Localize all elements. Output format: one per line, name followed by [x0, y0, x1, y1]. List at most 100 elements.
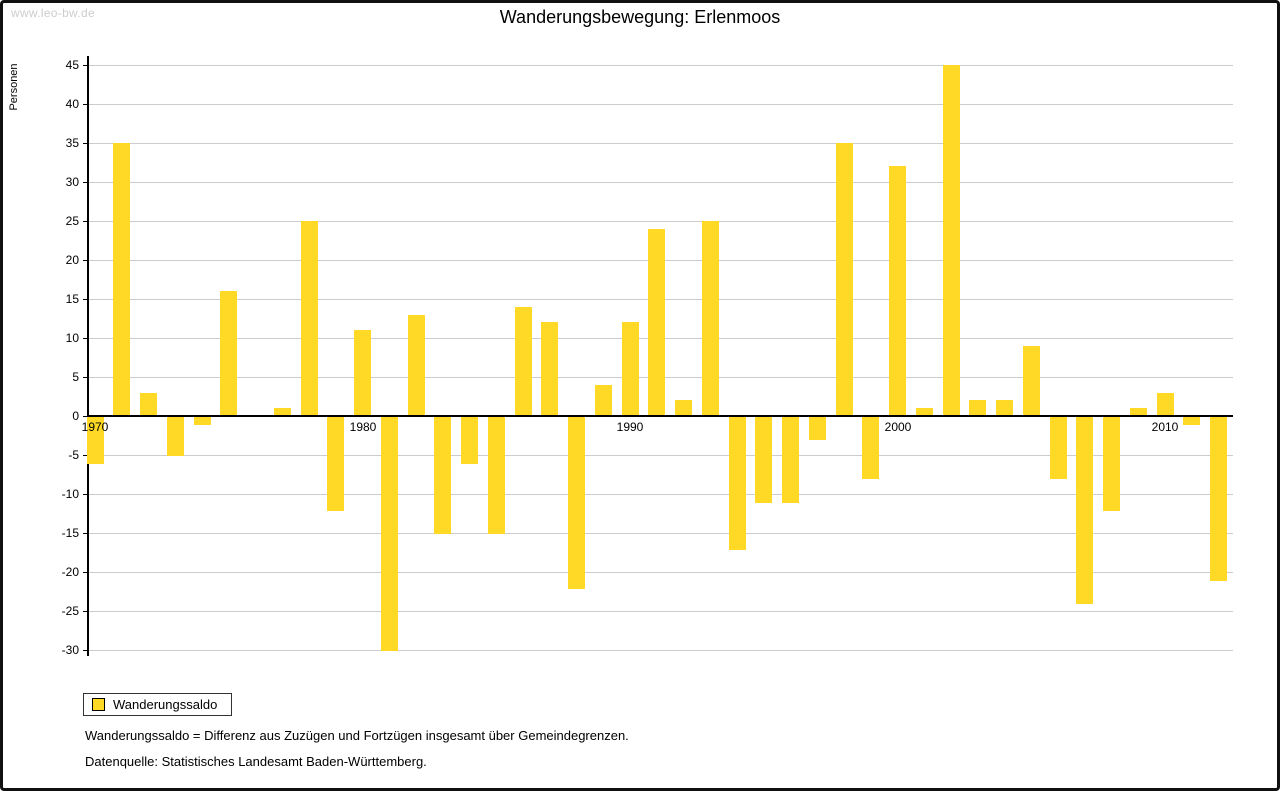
y-tickmark: [83, 338, 88, 339]
y-tickmark: [83, 416, 88, 417]
chart-title: Wanderungsbewegung: Erlenmoos: [499, 7, 781, 27]
bar-1997: [809, 417, 826, 440]
y-tick-label: -25: [61, 604, 79, 618]
bar-1993: [702, 221, 719, 416]
bar-1978: [301, 221, 318, 416]
bar-1986: [515, 307, 532, 416]
y-tick-label: 0: [72, 409, 79, 423]
gridline: [88, 182, 1233, 183]
x-tick-label-1970: 1970: [81, 420, 109, 434]
gridline: [88, 104, 1233, 105]
zero-axis-line: [88, 415, 1233, 417]
y-tickmark: [83, 572, 88, 573]
gridline: [88, 650, 1233, 651]
y-tick-label: 5: [72, 370, 79, 384]
y-tickmark: [83, 260, 88, 261]
y-tick-label: 40: [65, 97, 79, 111]
bar-2003: [969, 400, 986, 416]
gridline: [88, 533, 1233, 534]
bar-1998: [836, 143, 853, 416]
legend-swatch: [92, 698, 105, 711]
gridline: [88, 143, 1233, 144]
y-tick-label: 35: [65, 136, 79, 150]
bar-2012: [1210, 417, 1227, 581]
bar-2004: [996, 400, 1013, 416]
bar-1975: [220, 291, 237, 416]
legend: Wanderungssaldo: [83, 693, 233, 716]
bar-1985: [488, 417, 505, 534]
bar-1995: [755, 417, 772, 503]
bar-1971: [113, 143, 130, 416]
bar-1977: [274, 408, 291, 416]
y-tickmark: [83, 182, 88, 183]
y-tickmark: [83, 65, 88, 66]
bar-1983: [434, 417, 451, 534]
y-tick-label: -20: [61, 565, 79, 579]
bar-2011: [1183, 417, 1200, 425]
y-tick-label: -10: [61, 487, 79, 501]
bar-2002: [943, 65, 960, 416]
bar-2006: [1050, 417, 1067, 479]
bar-2010: [1157, 393, 1174, 416]
x-tick-label-2010: 2010: [1151, 420, 1179, 434]
bar-1974: [194, 417, 211, 425]
bar-1984: [461, 417, 478, 464]
footnote-source: Datenquelle: Statistisches Landesamt Bad…: [85, 754, 427, 769]
bar-1972: [140, 393, 157, 416]
y-tickmark: [83, 455, 88, 456]
x-tick-label-1980: 1980: [349, 420, 377, 434]
y-tickmark: [83, 650, 88, 651]
y-tick-label: 25: [65, 214, 79, 228]
x-tick-label-1990: 1990: [616, 420, 644, 434]
bar-2000: [889, 166, 906, 416]
y-tick-label: 10: [65, 331, 79, 345]
x-tick-label-2000: 2000: [884, 420, 912, 434]
bar-2009: [1130, 408, 1147, 416]
y-tick-label: 30: [65, 175, 79, 189]
y-tickmark: [83, 299, 88, 300]
bar-1996: [782, 417, 799, 503]
y-tick-label: 15: [65, 292, 79, 306]
gridline: [88, 494, 1233, 495]
bar-1982: [408, 315, 425, 416]
bar-1970: [87, 417, 104, 464]
footnote-definition: Wanderungssaldo = Differenz aus Zuzügen …: [85, 728, 629, 743]
gridline: [88, 572, 1233, 573]
y-tickmark: [83, 533, 88, 534]
bar-2001: [916, 408, 933, 416]
gridline: [88, 221, 1233, 222]
y-tick-label: -30: [61, 643, 79, 657]
bar-1990: [622, 322, 639, 416]
plot-area: -30 -25 -20 -15 -10 -5 0 5 10 15 20 25 30 35 40 45 1970 1…: [3, 3, 1277, 788]
bar-1992: [675, 400, 692, 416]
y-tickmark: [83, 611, 88, 612]
bar-2005: [1023, 346, 1040, 416]
y-tick-label: 20: [65, 253, 79, 267]
gridline: [88, 65, 1233, 66]
bar-1981: [381, 417, 398, 651]
bar-1973: [167, 417, 184, 456]
gridline: [88, 611, 1233, 612]
y-tick-label: -15: [61, 526, 79, 540]
bar-1980: [354, 330, 371, 416]
y-tickmark: [83, 104, 88, 105]
bar-1987: [541, 322, 558, 416]
bar-1994: [729, 417, 746, 550]
legend-label: Wanderungssaldo: [113, 697, 218, 712]
bar-1999: [862, 417, 879, 479]
y-tick-label: 45: [65, 58, 79, 72]
watermark: www.leo-bw.de: [11, 6, 95, 20]
bar-2008: [1103, 417, 1120, 511]
bar-1979: [327, 417, 344, 511]
y-tickmark: [83, 494, 88, 495]
y-tickmark: [83, 143, 88, 144]
y-axis-line: [87, 56, 89, 656]
gridline: [88, 455, 1233, 456]
bar-1988: [568, 417, 585, 589]
y-tickmark: [83, 221, 88, 222]
bar-2007: [1076, 417, 1093, 604]
bar-1991: [648, 229, 665, 416]
bar-1989: [595, 385, 612, 416]
y-tickmark: [83, 377, 88, 378]
